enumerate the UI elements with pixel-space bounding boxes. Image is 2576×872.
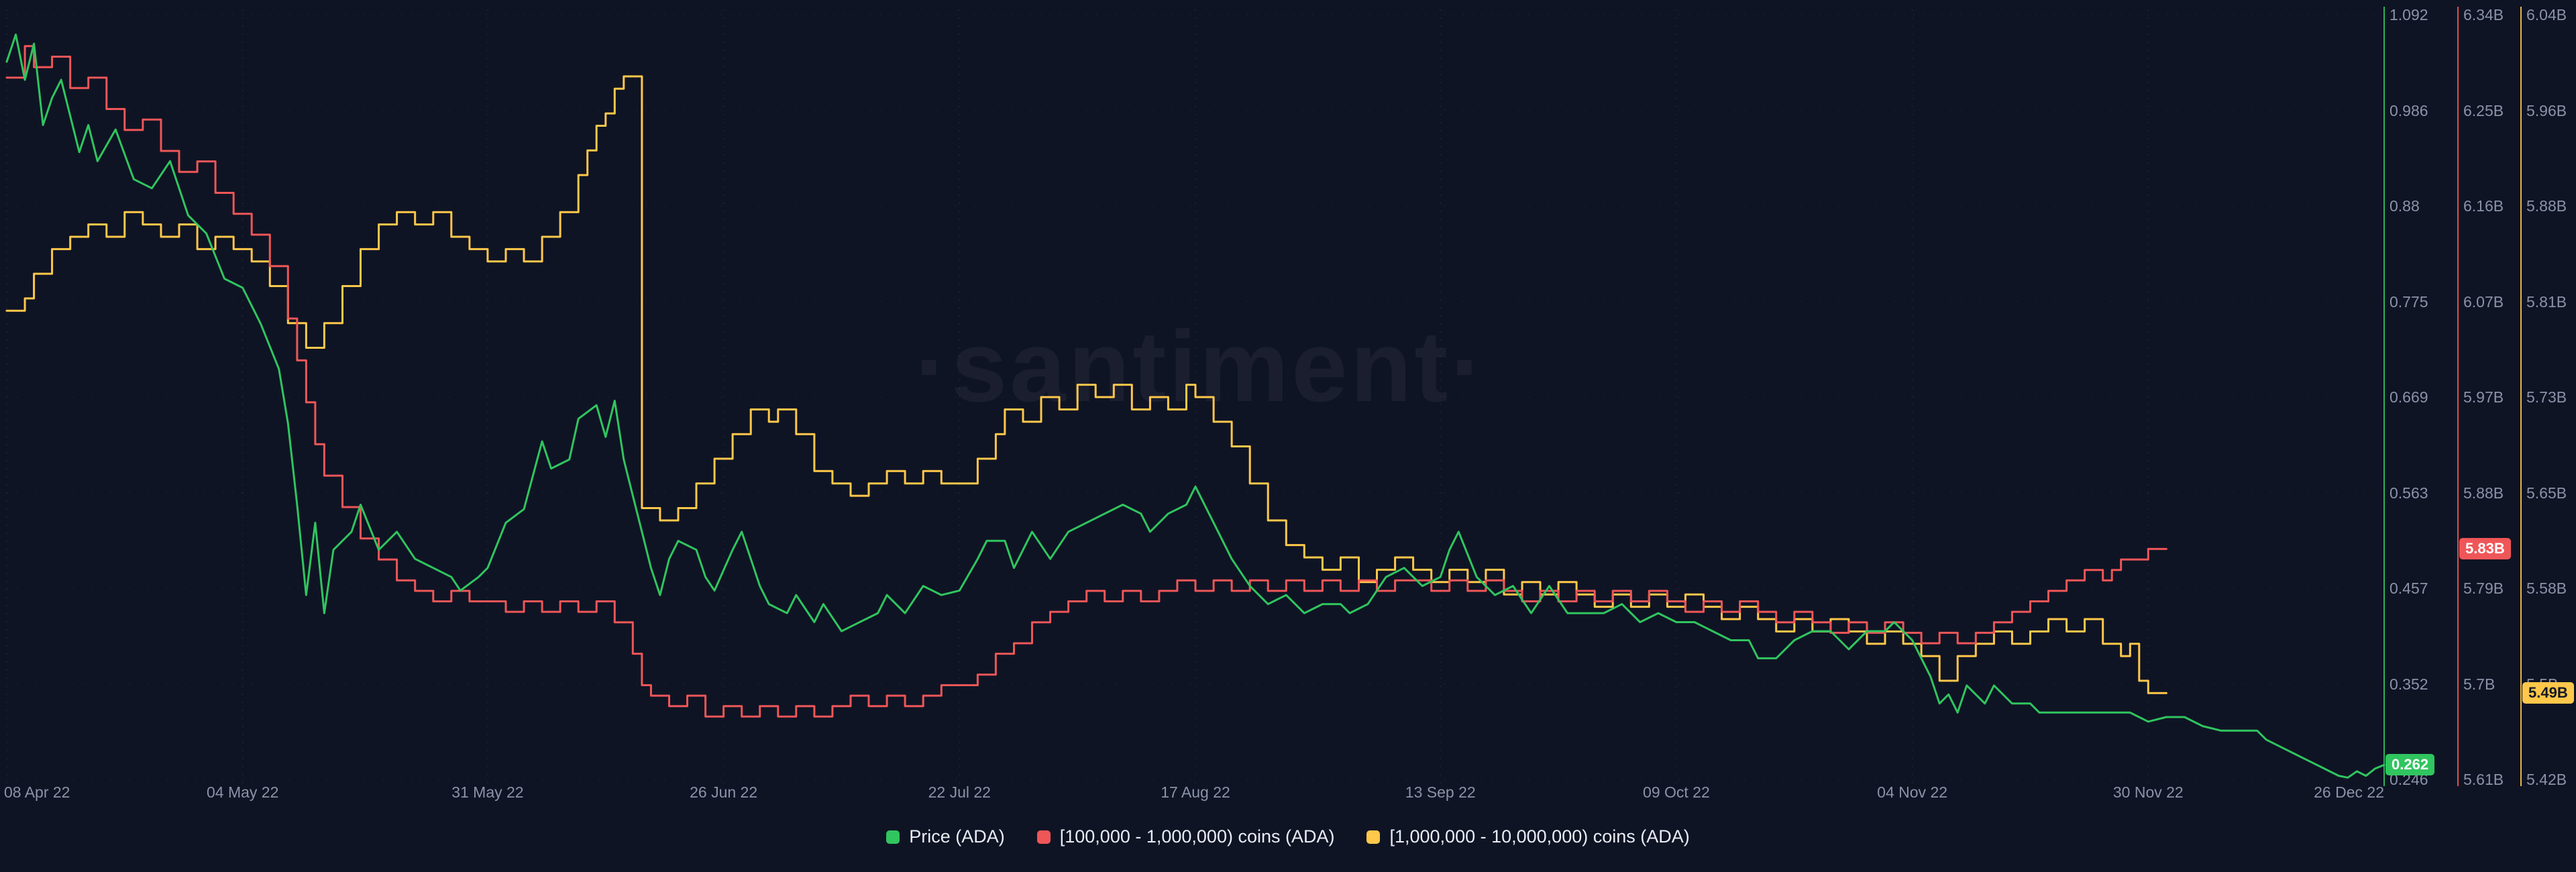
red-axis-tick-label: 6.07B: [2463, 292, 2504, 311]
price-axis-tick-label: 0.563: [2390, 484, 2428, 502]
x-axis-label: 30 Nov 22: [2112, 783, 2184, 801]
price-axis-tick-label: 1.092: [2390, 6, 2428, 23]
legend-item-coins-100k-1m[interactable]: [100,000 - 1,000,000) coins (ADA): [1036, 826, 1335, 847]
coins-100k-1m-series-swatch: [1036, 830, 1051, 844]
red-axis-tick-label: 6.25B: [2463, 101, 2504, 119]
price-axis-tick-label: 0.88: [2390, 197, 2420, 215]
x-axis-label: 31 May 22: [451, 783, 524, 801]
coins-1m-10m-current-value-badge: 5.49B: [2522, 682, 2574, 704]
price-axis-tick-label: 0.775: [2390, 292, 2428, 311]
red-axis-tick-label: 5.97B: [2463, 388, 2504, 406]
x-axis-label: 04 May 22: [206, 783, 279, 801]
coins-1m-10m-series-swatch: [1366, 830, 1381, 844]
yellow-axis-tick-label: 5.73B: [2526, 388, 2567, 406]
price-axis-tick-label: 0.986: [2390, 101, 2428, 119]
yellow-axis-tick-label: 5.96B: [2526, 101, 2567, 119]
legend-label-coins-1m-10m: [1,000,000 - 10,000,000) coins (ADA): [1389, 826, 1690, 847]
coins-100k-1m-line: [5, 45, 2167, 718]
price-axis-tick-label: 0.352: [2390, 675, 2428, 693]
x-axis-label: 26 Jun 22: [690, 783, 758, 801]
legend-label-price: Price (ADA): [909, 826, 1005, 847]
price-series-swatch: [886, 830, 900, 844]
yellow-axis-tick-label: 5.65B: [2526, 484, 2567, 502]
yellow-axis-tick-label: 6.04B: [2526, 6, 2567, 23]
legend-item-coins-1m-10m[interactable]: [1,000,000 - 10,000,000) coins (ADA): [1366, 826, 1690, 847]
yellow-axis-tick-label: 5.81B: [2526, 292, 2567, 311]
x-axis-label: 26 Dec 22: [2314, 783, 2384, 801]
red-axis-tick-label: 6.34B: [2463, 6, 2504, 23]
yellow-axis-tick-label: 5.88B: [2526, 197, 2567, 215]
yellow-axis-tick-label: 5.58B: [2526, 580, 2567, 597]
x-axis-label: 17 Aug 22: [1161, 783, 1230, 801]
red-axis-tick-label: 5.7B: [2463, 675, 2496, 693]
red-axis-tick-label: 5.79B: [2463, 580, 2504, 597]
coins-1m-10m-line: [5, 75, 2167, 694]
price-axis-tick-label: 0.669: [2390, 388, 2428, 406]
santiment-watermark: ·santiment·: [914, 310, 1487, 423]
x-axis-label: 09 Oct 22: [1643, 783, 1710, 801]
x-axis-label: 22 Jul 22: [928, 783, 991, 801]
x-axis-label: 13 Sep 22: [1405, 783, 1476, 801]
price-axis-tick-label: 0.457: [2390, 580, 2428, 597]
x-axis-label: 04 Nov 22: [1877, 783, 1948, 801]
coins-100k-1m-current-value-badge: 5.83B: [2459, 538, 2511, 560]
legend: Price (ADA) [100,000 - 1,000,000) coins …: [0, 826, 2576, 847]
red-axis-tick-label: 5.61B: [2463, 771, 2504, 788]
legend-label-coins-100k-1m: [100,000 - 1,000,000) coins (ADA): [1059, 826, 1335, 847]
price-current-value-badge: 0.262: [2385, 754, 2435, 776]
x-axis-label: 08 Apr 22: [4, 783, 70, 801]
yellow-axis-tick-label: 5.42B: [2526, 771, 2567, 788]
red-axis-tick-label: 5.88B: [2463, 484, 2504, 502]
red-axis-tick-label: 6.16B: [2463, 197, 2504, 215]
price-ada-line: [5, 34, 2385, 779]
legend-item-price[interactable]: Price (ADA): [886, 826, 1005, 847]
